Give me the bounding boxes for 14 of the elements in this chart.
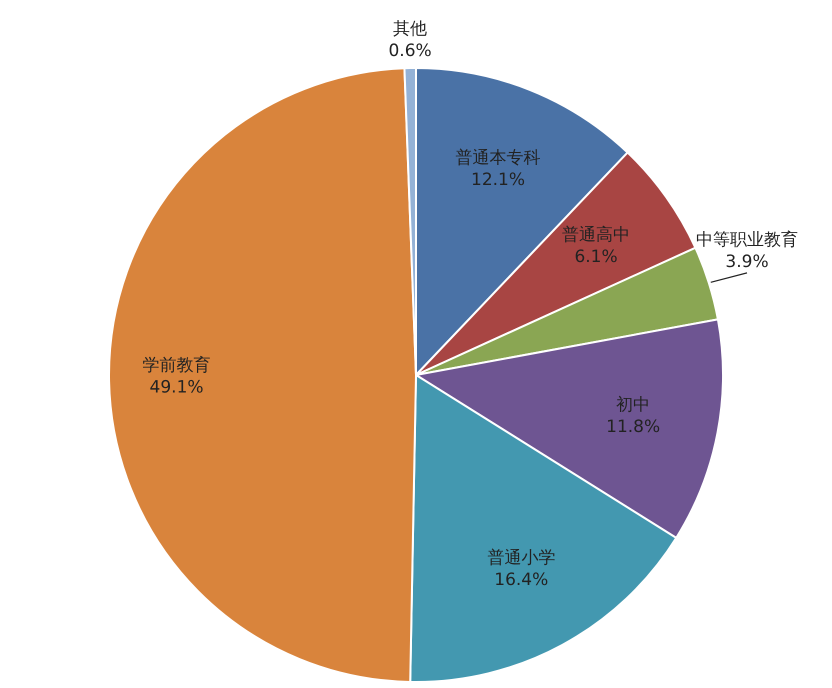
data-label: 6.1% xyxy=(574,247,618,268)
data-label: 16.4% xyxy=(494,570,548,590)
slice-label: 其他 xyxy=(393,18,428,39)
slice-label: 普通小学 xyxy=(487,548,556,568)
data-label: 12.1% xyxy=(471,170,526,190)
slice-label: 普通高中 xyxy=(562,225,630,246)
slice-label: 中等职业教育 xyxy=(696,230,798,250)
data-label: 11.8% xyxy=(606,416,660,437)
slice-label: 学前教育 xyxy=(142,356,211,376)
slice-label: 初中 xyxy=(616,394,650,415)
data-label: 49.1% xyxy=(150,378,204,398)
data-label: 3.9% xyxy=(725,252,769,272)
data-label: 0.6% xyxy=(388,40,432,61)
slice-label: 普通本专科 xyxy=(456,148,541,168)
